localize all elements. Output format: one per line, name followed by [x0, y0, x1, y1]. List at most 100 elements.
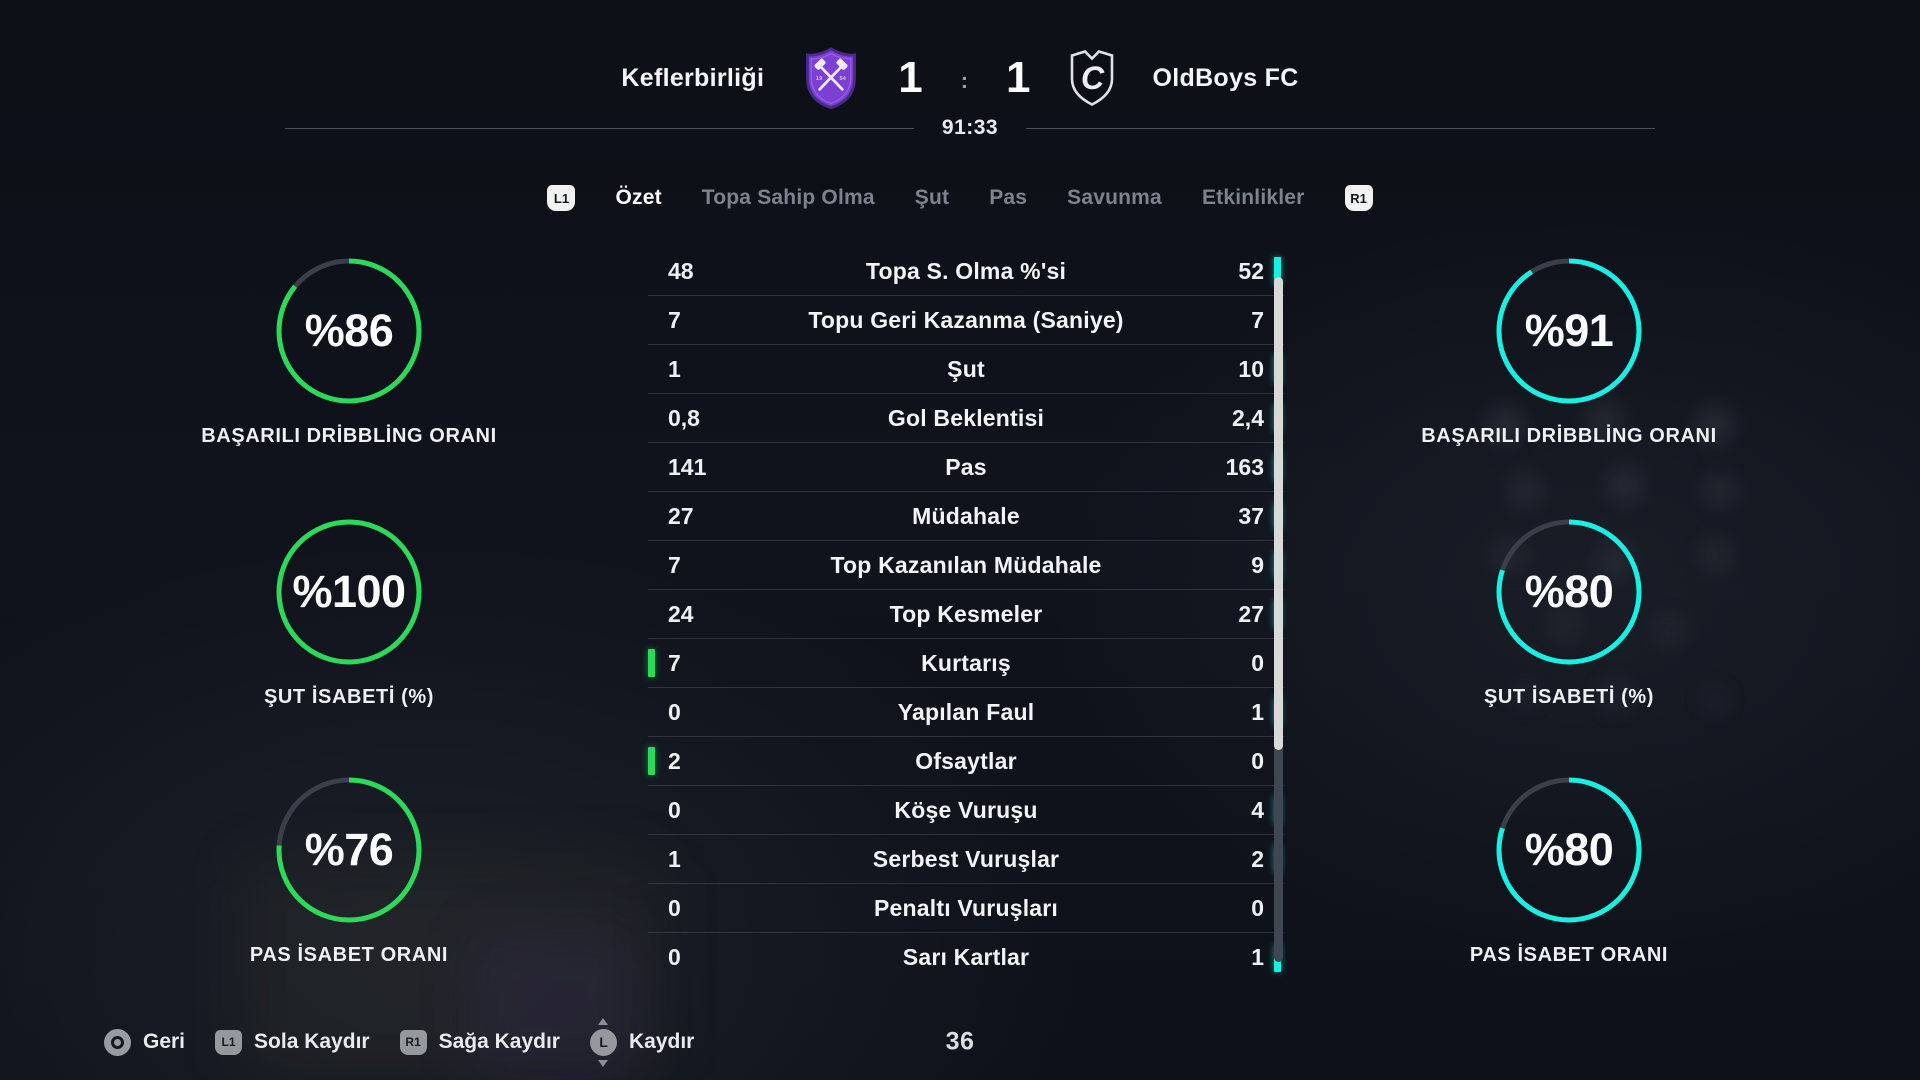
- tab-topa-sahip-olma[interactable]: Topa Sahip Olma: [701, 186, 875, 209]
- home-stat-value: 7: [668, 306, 681, 333]
- gauge-ring-svg: [276, 519, 422, 665]
- home-stat-value: 24: [668, 600, 694, 627]
- away-stat-value: 52: [1238, 257, 1264, 284]
- gauge-label: BAŞARILI DRİBBLİNG ORANI: [201, 425, 497, 447]
- gauge-label: PAS İSABET ORANI: [249, 944, 449, 966]
- svg-text:54: 54: [840, 76, 847, 82]
- away-stat-value: 2: [1251, 845, 1264, 872]
- hint-geri[interactable]: Geri: [104, 1028, 185, 1056]
- hint-label: Sola Kaydır: [254, 1030, 370, 1053]
- stat-row-m-dahale: 27 Müdahale 37: [648, 492, 1284, 541]
- away-stat-value: 27: [1238, 600, 1264, 627]
- stat-label: Gol Beklentisi: [887, 404, 1045, 431]
- tab-etkinlikler[interactable]: Etkinlikler: [1201, 186, 1305, 209]
- circle-button-glyph: [111, 1035, 124, 1049]
- match-stats-table: 48 Topa S. Olma %'si 52 7 Topu Geri Kazanma …: [648, 247, 1284, 982]
- stat-label: Müdahale: [912, 502, 1020, 529]
- page-indicator: 36: [945, 1027, 975, 1056]
- stats-scrollbar[interactable]: [1274, 277, 1283, 962]
- away-team-name: OldBoys FC: [1152, 63, 1299, 92]
- stat-label: Şut: [947, 355, 985, 382]
- stick-down-arrow-icon: [598, 1059, 609, 1067]
- gauge-label: ŞUT İSABETİ (%): [263, 686, 435, 708]
- stats-scrollbar-thumb[interactable]: [1274, 277, 1283, 750]
- stat-row-sar-kartlar: 0 Sarı Kartlar 1: [648, 933, 1284, 982]
- svg-text:C: C: [1081, 60, 1105, 96]
- stat-row-ofsaytlar: 2 Ofsaytlar 0: [648, 737, 1284, 786]
- stat-label: Kurtarış: [921, 649, 1011, 676]
- away-team-crest-icon: C: [1070, 50, 1113, 106]
- stat-label: Sarı Kartlar: [902, 944, 1030, 970]
- gauge-label: PAS İSABET ORANI: [1469, 944, 1669, 966]
- circle-button-icon[interactable]: [104, 1028, 131, 1056]
- stat-row-penalt-vuru-lar: 0 Penaltı Vuruşları 0: [648, 884, 1284, 933]
- stat-row-pas: 141 Pas 163: [648, 443, 1284, 492]
- away-stat-value: 9: [1251, 551, 1264, 578]
- gauge-value: %80: [1524, 566, 1614, 617]
- hint-sa-a-kayd-r[interactable]: R1 Sağa Kaydır: [399, 1029, 560, 1055]
- tab-ut[interactable]: Şut: [914, 186, 950, 209]
- home-stat-value: 0,8: [668, 404, 700, 431]
- left-gauge-pas-i-sabet-orani: %76 PAS İSABET ORANI: [179, 776, 519, 967]
- home-team-name: Keflerbirliği: [621, 63, 765, 92]
- gauge-ring: %100: [275, 518, 423, 666]
- home-stat-value: 27: [668, 502, 694, 529]
- gauge-value: %80: [1524, 824, 1614, 875]
- svg-text:19: 19: [816, 76, 822, 82]
- gauge-ring-svg: [1496, 777, 1642, 923]
- stat-label: Serbest Vuruşlar: [872, 845, 1060, 872]
- home-stat-value: 2: [668, 747, 681, 774]
- away-stat-value: 2,4: [1232, 404, 1264, 431]
- divider-right-segment: [1026, 127, 1655, 129]
- away-stat-value: 0: [1251, 649, 1264, 676]
- l1-shoulder-button-icon[interactable]: L1: [547, 185, 576, 211]
- away-stat-value: 0: [1251, 747, 1264, 774]
- stat-row-topu-geri-kazanma-saniye: 7 Topu Geri Kazanma (Saniye) 7: [648, 296, 1284, 345]
- away-stat-value: 1: [1251, 698, 1264, 725]
- gauge-ring-svg: [276, 258, 422, 404]
- home-stat-value: 7: [668, 551, 681, 578]
- gauge-value: %100: [292, 566, 406, 617]
- tab-pas[interactable]: Pas: [989, 186, 1028, 209]
- hint-sola-kayd-r[interactable]: L1 Sola Kaydır: [215, 1029, 370, 1055]
- home-stat-value: 1: [668, 355, 681, 382]
- home-stat-value: 0: [668, 698, 681, 725]
- stat-label: Pas: [945, 453, 987, 480]
- right-gauge-ba-arili-dri-bbli-ng-orani: %91 BAŞARILI DRİBBLİNG ORANI: [1399, 257, 1739, 448]
- stat-row-ut: 1 Şut 10: [648, 345, 1284, 394]
- stat-row-k-e-vuru-u: 0 Köşe Vuruşu 4: [648, 786, 1284, 835]
- home-stat-value: 141: [668, 453, 707, 480]
- stat-label: Yapılan Faul: [897, 698, 1035, 725]
- stat-row-gol-beklentisi: 0,8 Gol Beklentisi 2,4: [648, 394, 1284, 443]
- left-gauge-ba-arili-dri-bbli-ng-orani: %86 BAŞARILI DRİBBLİNG ORANI: [179, 257, 519, 448]
- home-score: 1: [898, 53, 923, 102]
- controller-hints: Geri L1 Sola Kaydır R1 Sağa Kaydır L Kaydır: [104, 1014, 694, 1070]
- left-stick-icon[interactable]: L: [589, 1017, 617, 1067]
- r1-button-icon[interactable]: R1: [399, 1029, 427, 1055]
- away-stat-value: 37: [1238, 502, 1264, 529]
- right-gauge-pas-i-sabet-orani: %80 PAS İSABET ORANI: [1399, 776, 1739, 967]
- l1-button-icon[interactable]: L1: [215, 1029, 243, 1055]
- stat-label: Topu Geri Kazanma (Saniye): [808, 306, 1124, 333]
- tab-items: Özet Topa Sahip Olma Şut Pas Savunma Etkinlik…: [615, 186, 1304, 210]
- stick-up-arrow-icon: [598, 1017, 609, 1025]
- stat-row-yap-lan-faul: 0 Yapılan Faul 1: [648, 688, 1284, 737]
- header-divider: 91:33: [285, 114, 1655, 142]
- tab-savunma[interactable]: Savunma: [1067, 186, 1162, 209]
- hint-label: Kaydır: [628, 1030, 695, 1053]
- away-stat-value: 163: [1225, 453, 1264, 480]
- r1-shoulder-button-icon[interactable]: R1: [1344, 185, 1373, 211]
- gauge-ring-svg: [1496, 519, 1642, 665]
- right-gauge-ut-i-sabeti: %80 ŞUT İSABETİ (%): [1399, 518, 1739, 709]
- gauge-ring-svg: [1496, 258, 1642, 404]
- gauge-value: %86: [304, 305, 394, 356]
- tab-zet[interactable]: Özet: [615, 186, 662, 209]
- gauge-ring: %86: [275, 257, 423, 405]
- gauge-ring-svg: [276, 777, 422, 923]
- home-leader-indicator: [648, 649, 655, 677]
- gauge-ring: %91: [1495, 257, 1643, 405]
- hint-kayd-r[interactable]: L Kaydır: [589, 1017, 695, 1067]
- hint-label: Sağa Kaydır: [438, 1030, 560, 1053]
- stat-row-serbest-vuru-lar: 1 Serbest Vuruşlar 2: [648, 835, 1284, 884]
- match-scoreline: Keflerbirliği 19 54 1 : 1 C OldBoys FC: [0, 30, 1920, 126]
